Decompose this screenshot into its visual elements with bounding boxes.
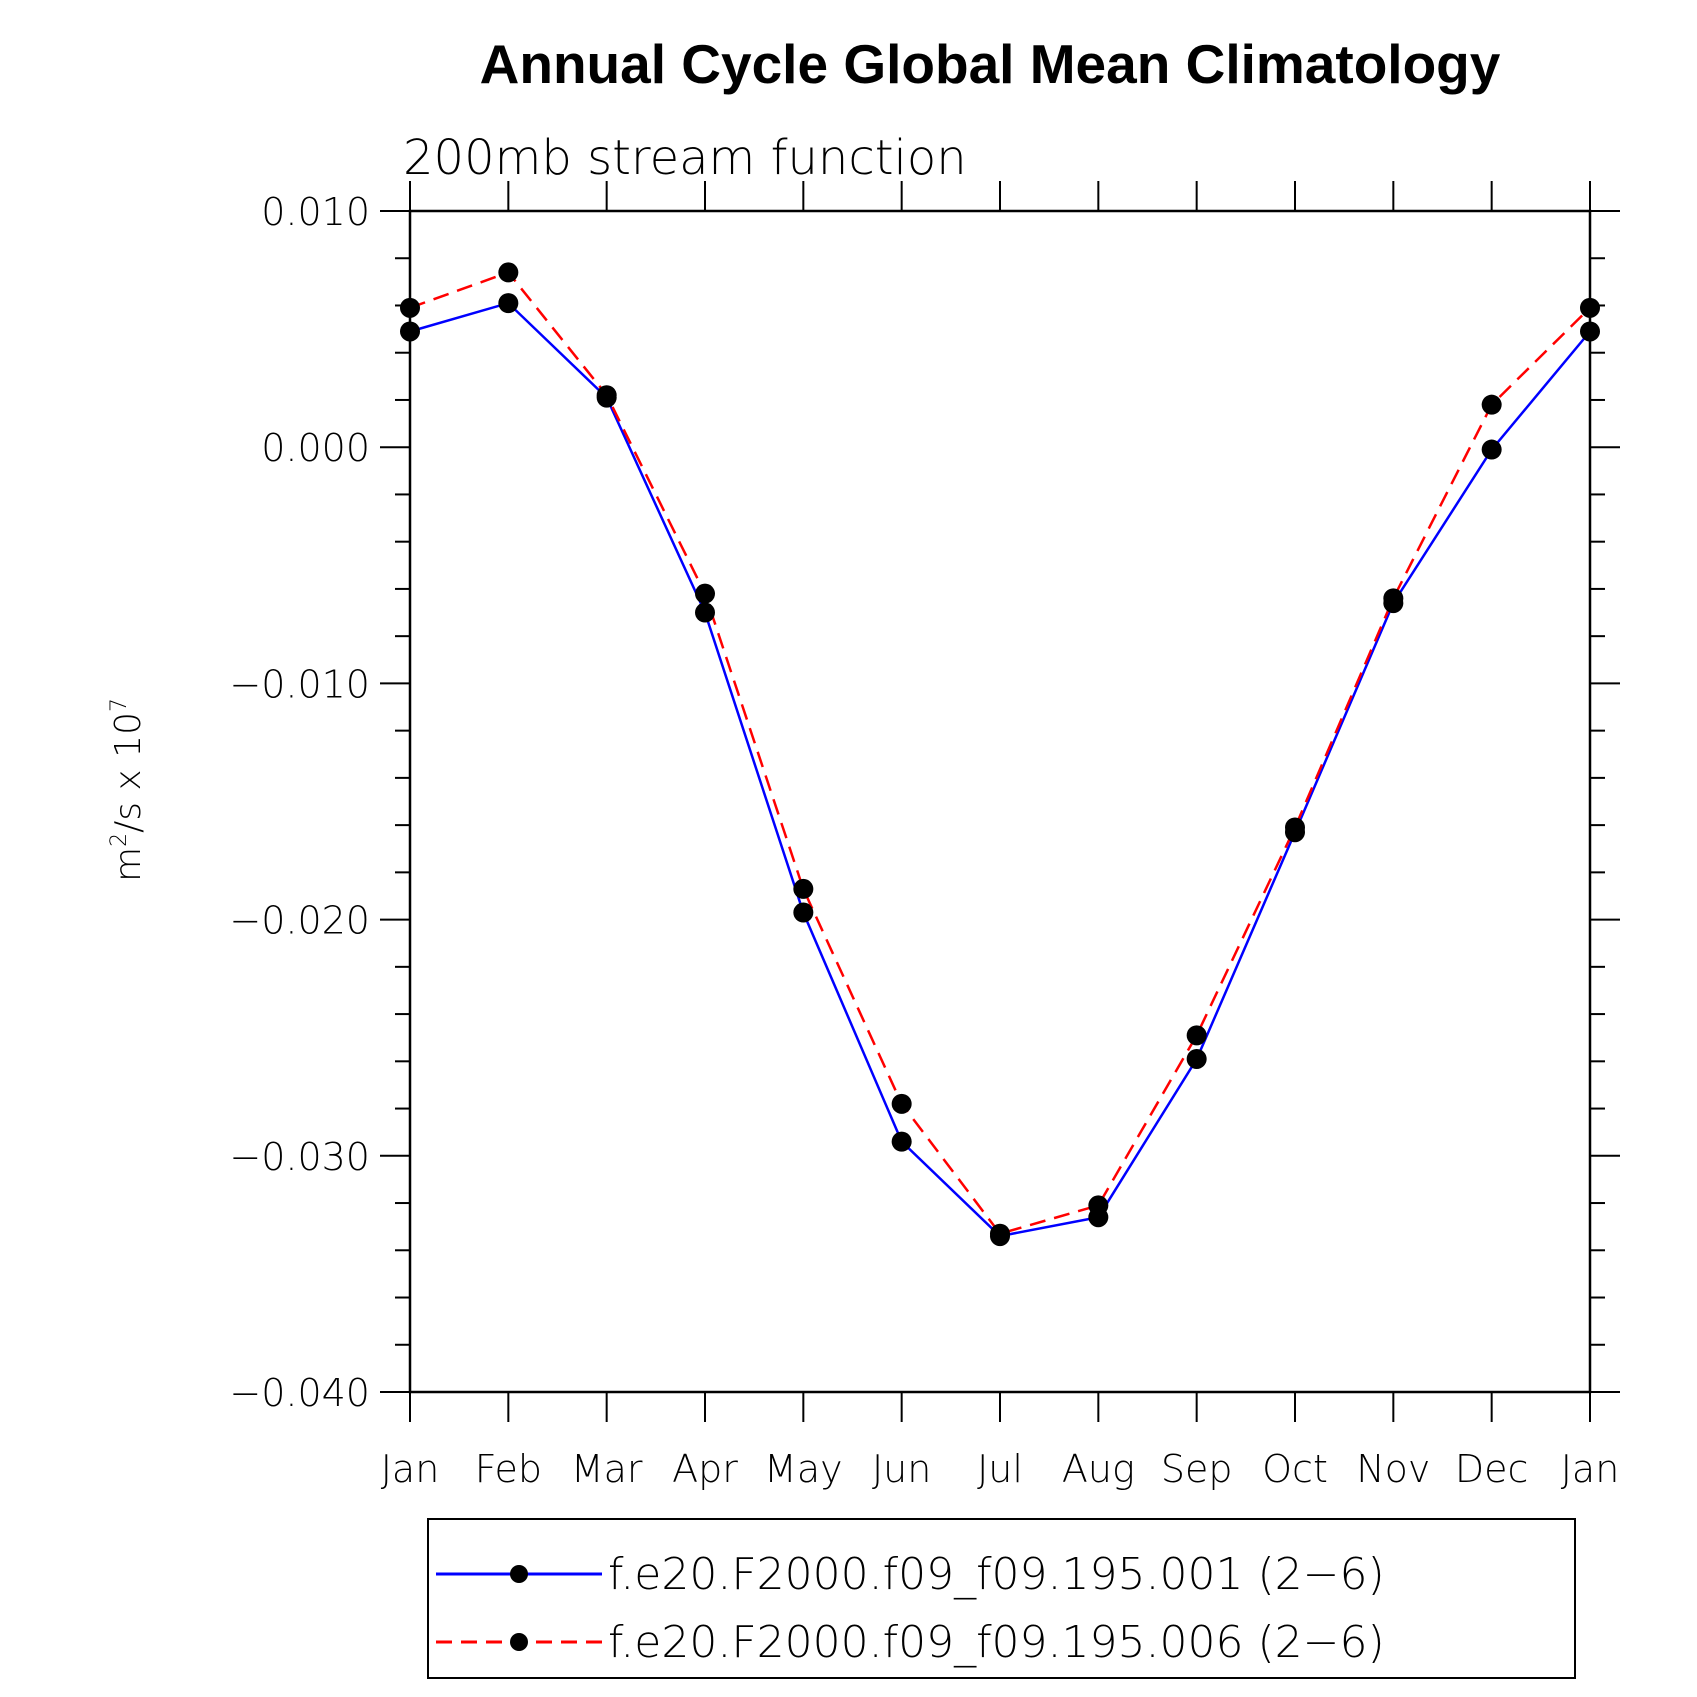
axes <box>380 181 1620 1422</box>
chart-subtitle: 200mb stream function <box>403 130 967 186</box>
data-point-series-1 <box>891 1131 912 1152</box>
legend-marker-series-2 <box>510 1633 528 1651</box>
data-point-series-1 <box>793 902 814 923</box>
data-point-series-2 <box>1481 394 1502 415</box>
y-tick-labels: 0.010 0.000 −0.010 −0.020 −0.030 −0.040 <box>229 190 370 1415</box>
series-line-1 <box>409 301 1591 1238</box>
y-tick-label: −0.040 <box>229 1371 370 1415</box>
x-tick-label: Dec <box>1455 1447 1529 1491</box>
plot-frame <box>408 209 1592 1394</box>
y-tick-label: 0.010 <box>261 190 370 234</box>
data-point-series-1 <box>400 321 420 342</box>
data-point-series-1 <box>1580 321 1600 342</box>
data-point-series-2 <box>498 262 519 283</box>
legend-box <box>427 1518 1576 1679</box>
data-point-series-2 <box>1285 817 1305 838</box>
x-tick-label: May <box>764 1447 843 1491</box>
data-point-series-2 <box>793 878 814 899</box>
x-tick-label: Nov <box>1356 1447 1430 1491</box>
data-point-series-2 <box>1088 1195 1109 1216</box>
x-tick-label: Jan <box>1561 1447 1620 1491</box>
data-point-series-1 <box>1186 1048 1207 1069</box>
x-tick-label: Jul <box>977 1447 1023 1491</box>
x-tick-label: Jan <box>381 1447 440 1491</box>
y-axis-label: m2/s x 107 <box>107 698 149 882</box>
data-point-series-2 <box>400 297 420 318</box>
data-point-series-2 <box>891 1093 912 1114</box>
data-point-series-1 <box>1481 439 1502 460</box>
x-tick-label: Mar <box>571 1447 643 1491</box>
legend: f.e20.F2000.f09_f09.195.001 (2−6) f.e20.… <box>427 1518 1576 1679</box>
data-point-series-1 <box>695 602 715 623</box>
legend-label-series-1: f.e20.F2000.f09_f09.195.001 (2−6) <box>608 1549 1385 1600</box>
chart-title: Annual Cycle Global Mean Climatology <box>480 33 1501 95</box>
y-tick-label: −0.010 <box>229 662 370 706</box>
x-tick-label: Oct <box>1262 1447 1328 1491</box>
y-tick-label: −0.030 <box>229 1135 370 1179</box>
y-tick-label: 0.000 <box>261 426 370 470</box>
data-point-series-2 <box>1383 588 1404 609</box>
x-tick-label: Sep <box>1161 1447 1233 1491</box>
x-tick-label: Apr <box>672 1447 738 1491</box>
legend-marker-series-1 <box>510 1565 528 1583</box>
data-point-series-2 <box>695 583 715 604</box>
data-point-series-2 <box>1186 1025 1207 1046</box>
series-line-2 <box>409 270 1591 1236</box>
x-tick-labels: Jan Feb Mar Apr May Jun Jul Aug Sep Oct Nov Dec Jan <box>381 1447 1620 1491</box>
series-lines <box>409 270 1591 1238</box>
data-point-series-2 <box>990 1223 1010 1244</box>
data-point-series-2 <box>1580 297 1600 318</box>
svg-text:m2/s x 107: m2/s x 107 <box>107 698 149 882</box>
legend-label-series-2: f.e20.F2000.f09_f09.195.006 (2−6) <box>608 1617 1385 1668</box>
x-tick-label: Jun <box>872 1447 931 1491</box>
data-point-series-1 <box>498 293 519 314</box>
x-tick-label: Aug <box>1062 1447 1135 1491</box>
x-tick-label: Feb <box>475 1447 542 1491</box>
y-tick-label: −0.020 <box>229 899 370 943</box>
data-point-series-2 <box>596 385 617 406</box>
series-markers <box>400 262 1600 1247</box>
